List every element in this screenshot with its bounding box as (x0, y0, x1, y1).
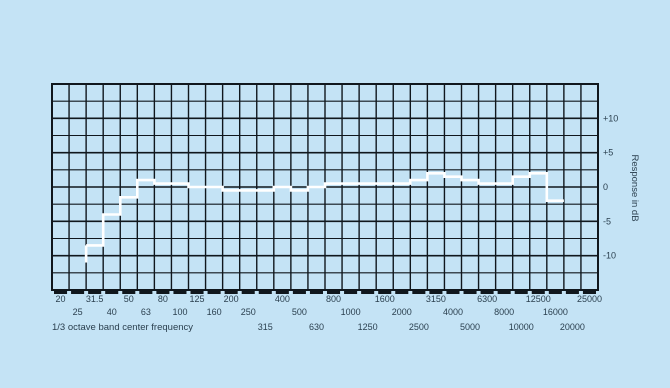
x-tick-mark (122, 290, 136, 294)
x-tick-mark (497, 290, 511, 294)
x-tick-mark (463, 290, 477, 294)
x-tick-label: 125 (190, 294, 205, 304)
x-tick-mark (361, 290, 375, 294)
x-tick-label: 315 (258, 322, 273, 332)
x-tick-mark (258, 290, 272, 294)
series-layer (84, 172, 564, 263)
x-tick-mark (446, 290, 460, 294)
response-line (86, 172, 564, 247)
x-tick-label: 20000 (560, 322, 585, 332)
x-tick-label: 16000 (543, 307, 568, 317)
x-tick-label: 800 (326, 294, 341, 304)
x-tick-label: 6300 (477, 294, 497, 304)
x-tick-label: 400 (275, 294, 290, 304)
x-tick-label: 31.5 (86, 294, 104, 304)
x-tick-mark (480, 290, 494, 294)
x-tick-mark (105, 290, 119, 294)
x-tick-label: 250 (241, 307, 256, 317)
x-tick-mark (429, 290, 443, 294)
x-tick-label: 5000 (460, 322, 480, 332)
x-tick-label: 1000 (341, 307, 361, 317)
x-tick-mark (71, 290, 85, 294)
x-tick-mark (514, 290, 528, 294)
x-tick-mark (173, 290, 187, 294)
y-tick-label: -5 (603, 216, 611, 226)
x-tick-mark (88, 290, 102, 294)
x-tick-label: 12500 (526, 294, 551, 304)
x-tick-label: 2000 (392, 307, 412, 317)
plot-border (51, 83, 599, 291)
x-tick-mark (241, 290, 255, 294)
x-axis-ticks: 20 31.5 50 80 125 200 400 800 1600 3150 6300 12500 2… (56, 294, 602, 332)
x-tick-mark (139, 290, 153, 294)
x-tick-label: 4000 (443, 307, 463, 317)
x-tick-label: 3150 (426, 294, 446, 304)
x-tick-mark (190, 290, 204, 294)
x-tick-label: 40 (107, 307, 117, 317)
y-axis-ticks: +10 +5 0 -5 -10 (603, 113, 618, 260)
x-tick-label: 1250 (358, 322, 378, 332)
x-tick-mark (344, 290, 358, 294)
x-tick-label: 50 (124, 294, 134, 304)
x-tick-label: 25000 (577, 294, 602, 304)
x-tick-label: 20 (56, 294, 66, 304)
x-tick-mark (582, 290, 596, 294)
x-tick-label: 200 (224, 294, 239, 304)
x-tick-label: 100 (172, 307, 187, 317)
x-tick-mark (412, 290, 426, 294)
x-tick-mark (54, 290, 68, 294)
x-tick-label: 500 (292, 307, 307, 317)
x-axis-label: 1/3 octave band center frequency (52, 322, 193, 333)
x-tick-label: 1600 (375, 294, 395, 304)
x-tick-mark (207, 290, 221, 294)
x-tick-mark (156, 290, 170, 294)
x-tick-mark (548, 290, 562, 294)
x-tick-label: 25 (73, 307, 83, 317)
x-tick-mark (531, 290, 545, 294)
x-tick-label: 630 (309, 322, 324, 332)
x-tick-label: 63 (141, 307, 151, 317)
x-tick-label: 2500 (409, 322, 429, 332)
x-tick-label: 10000 (509, 322, 534, 332)
x-tick-mark (395, 290, 409, 294)
y-tick-label: +5 (603, 148, 613, 158)
x-tick-mark (309, 290, 323, 294)
x-tick-label: 8000 (494, 307, 514, 317)
y-tick-label: 0 (603, 182, 608, 192)
x-tick-mark (275, 290, 289, 294)
y-tick-label: -10 (603, 251, 616, 261)
x-tick-mark (565, 290, 579, 294)
x-tick-mark (224, 290, 238, 294)
x-tick-mark (327, 290, 341, 294)
y-tick-label: +10 (603, 113, 618, 123)
x-tick-mark (378, 290, 392, 294)
x-tick-label: 80 (158, 294, 168, 304)
x-tick-mark (292, 290, 306, 294)
y-axis-label: Response in dB (629, 154, 640, 221)
x-tick-label: 160 (207, 307, 222, 317)
